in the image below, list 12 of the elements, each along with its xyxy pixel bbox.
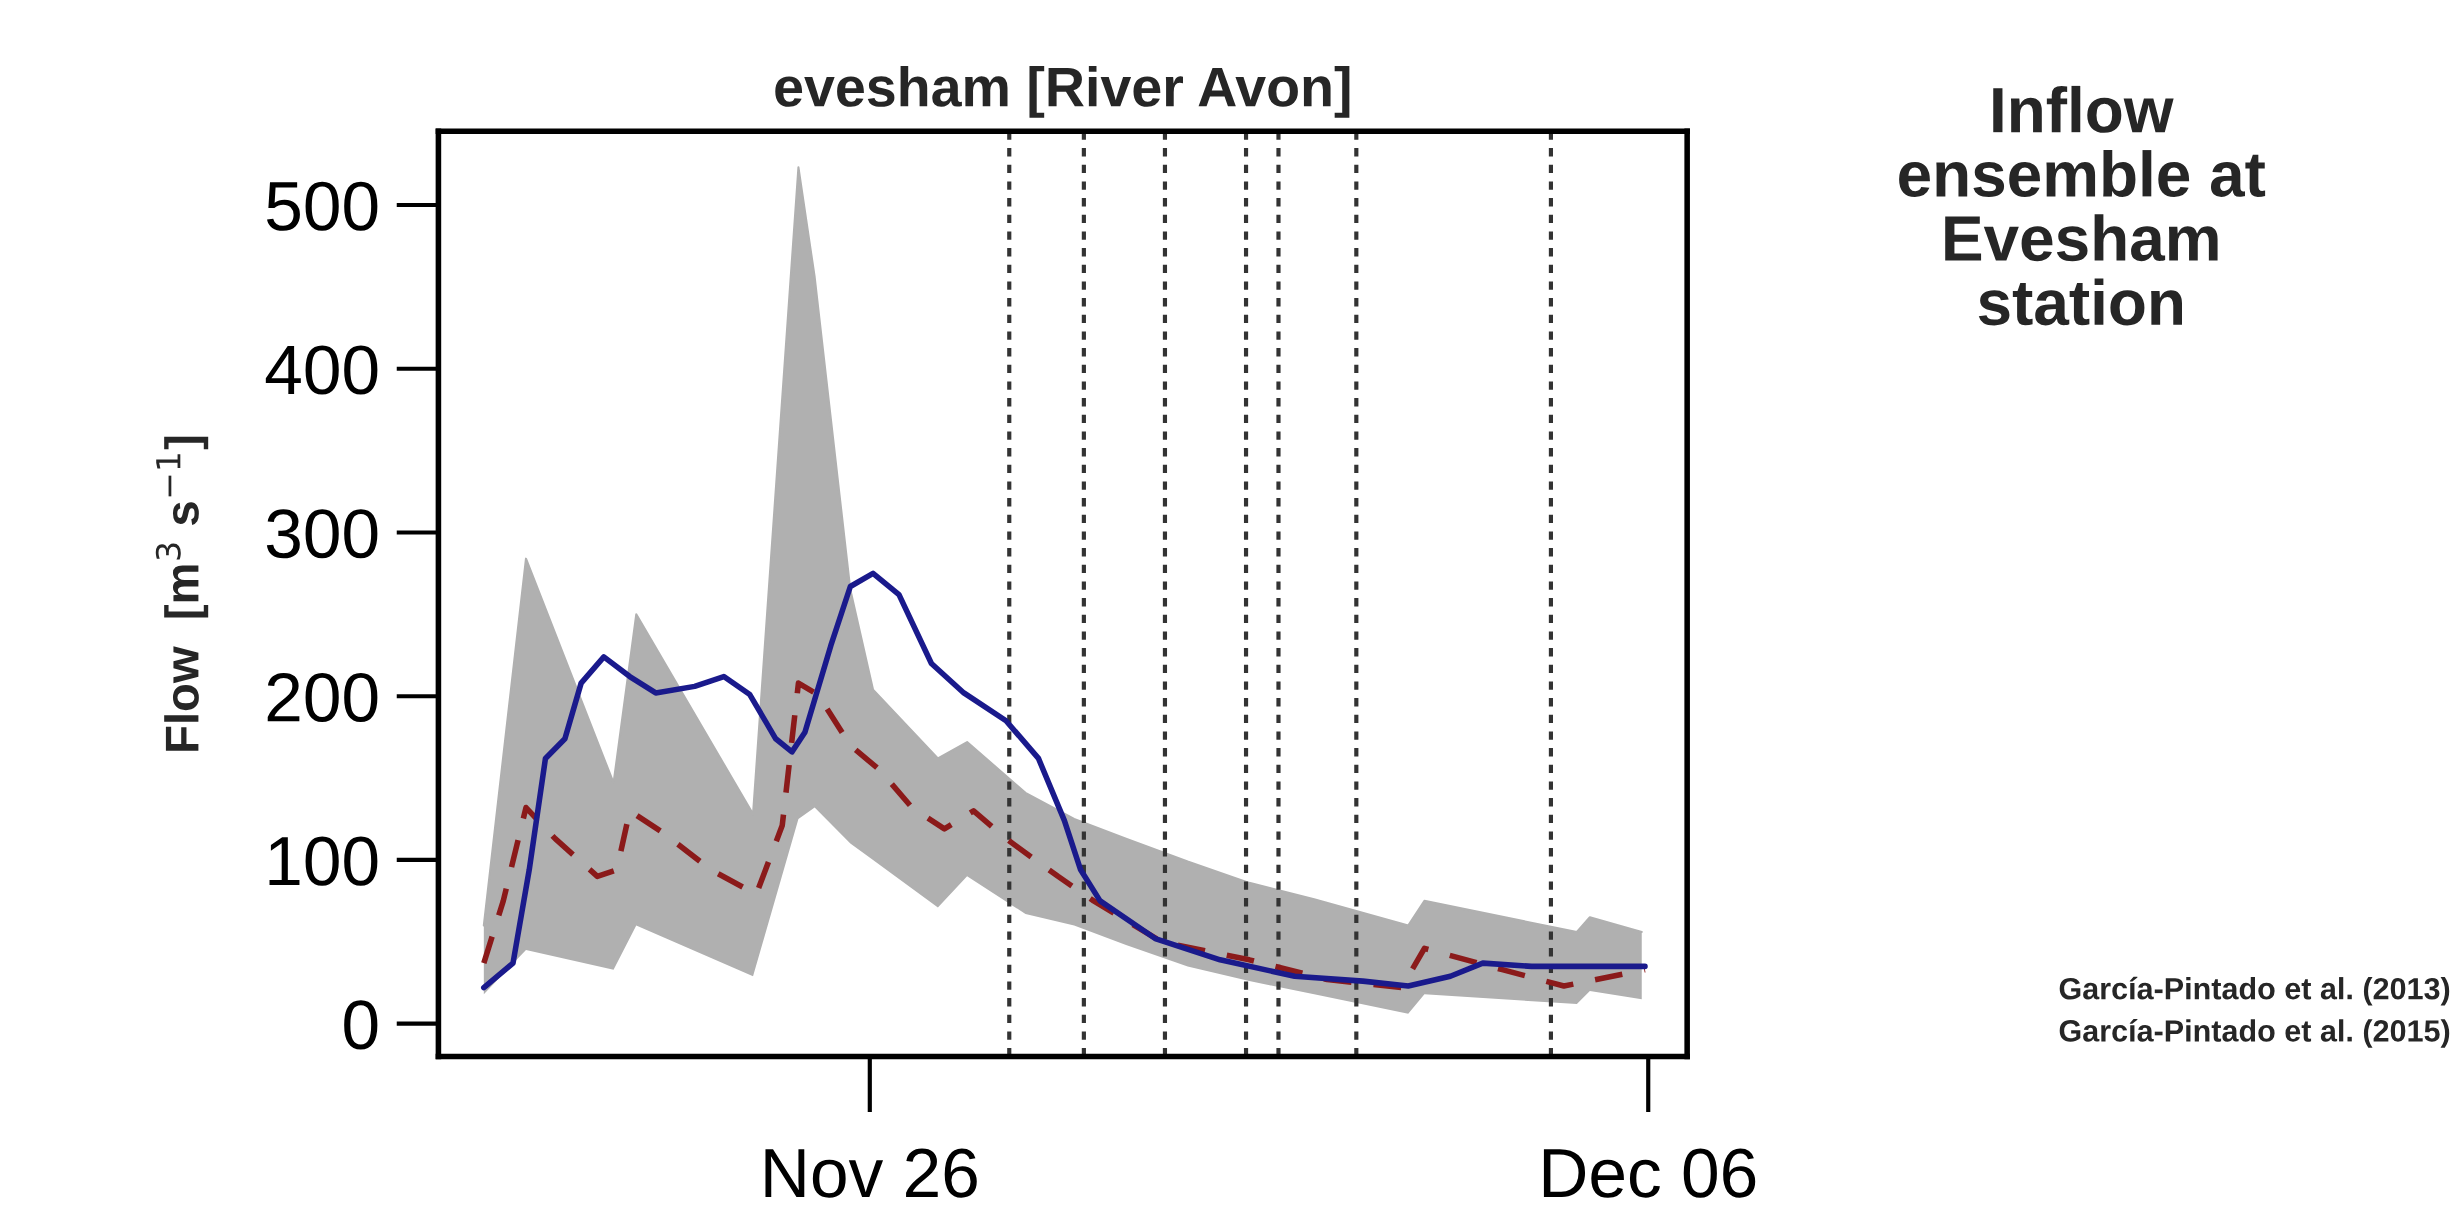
y-axis-title: Flow [m$^{3}$ s$^{−1}$] [155,436,209,751]
y-tick-label: 200 [267,672,378,723]
y-tick-label: 400 [265,345,378,395]
text: Inflow ensemble at Evesham station [1899,85,2266,326]
y-tick-label: 500 [267,181,378,231]
x-tick-label: Dec 06 [1543,1148,1756,1198]
chart-title: evesham [River Avon] [775,66,1350,118]
x-tick-label: Nov 26 [765,1148,977,1198]
y-tick-label: 100 [269,836,378,886]
y-tick-label: 300 [266,509,378,559]
text: García-Pintado et al. (2013) García-Pintado et al. (2015) [2059,976,2450,1048]
y-tick-label: 0 [344,1000,378,1050]
